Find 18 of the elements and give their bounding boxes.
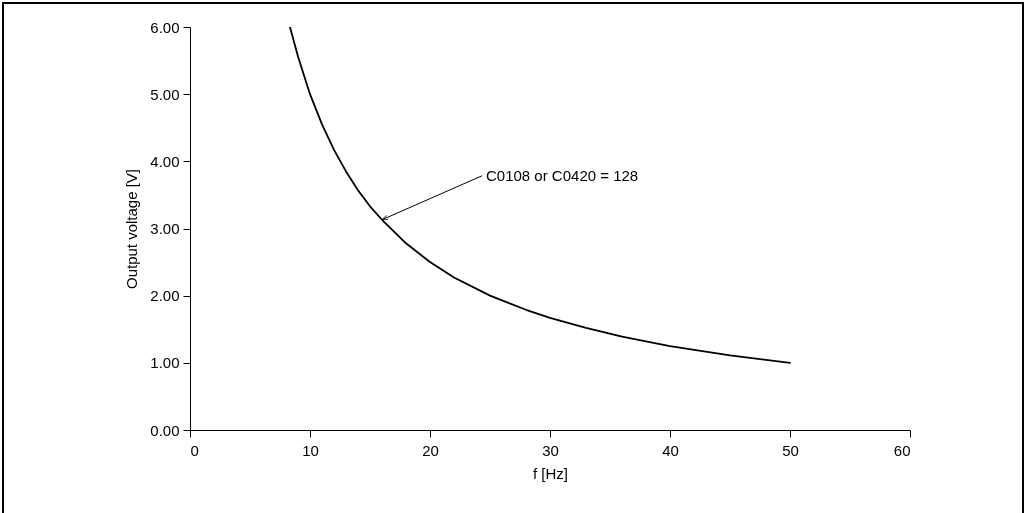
x-tick-label: 30 [542,441,559,459]
y-tick-label: 2.00 [150,287,180,305]
x-tick-label: 50 [782,441,799,459]
y-tick-label: 0.00 [150,421,180,439]
y-tick-label: 1.00 [150,354,180,372]
x-tick-label: 40 [662,441,679,459]
x-tick-label: 20 [422,441,439,459]
annotation: C0108 or C0420 = 128 [486,166,639,184]
line-series [289,27,791,364]
x-tick-label: 10 [302,441,319,459]
y-tick-label: 3.00 [150,220,180,237]
x-tick-label: 0 [190,441,199,459]
y-tick-label: 5.00 [150,85,180,103]
x-axis-title: f [Hz] [532,464,569,482]
y-axis-title: Output voltage [V] [123,168,141,290]
x-tick-label: 60 [893,441,911,459]
y-tick-label: 4.00 [150,152,180,170]
y-tick-label: 6.00 [150,18,180,36]
